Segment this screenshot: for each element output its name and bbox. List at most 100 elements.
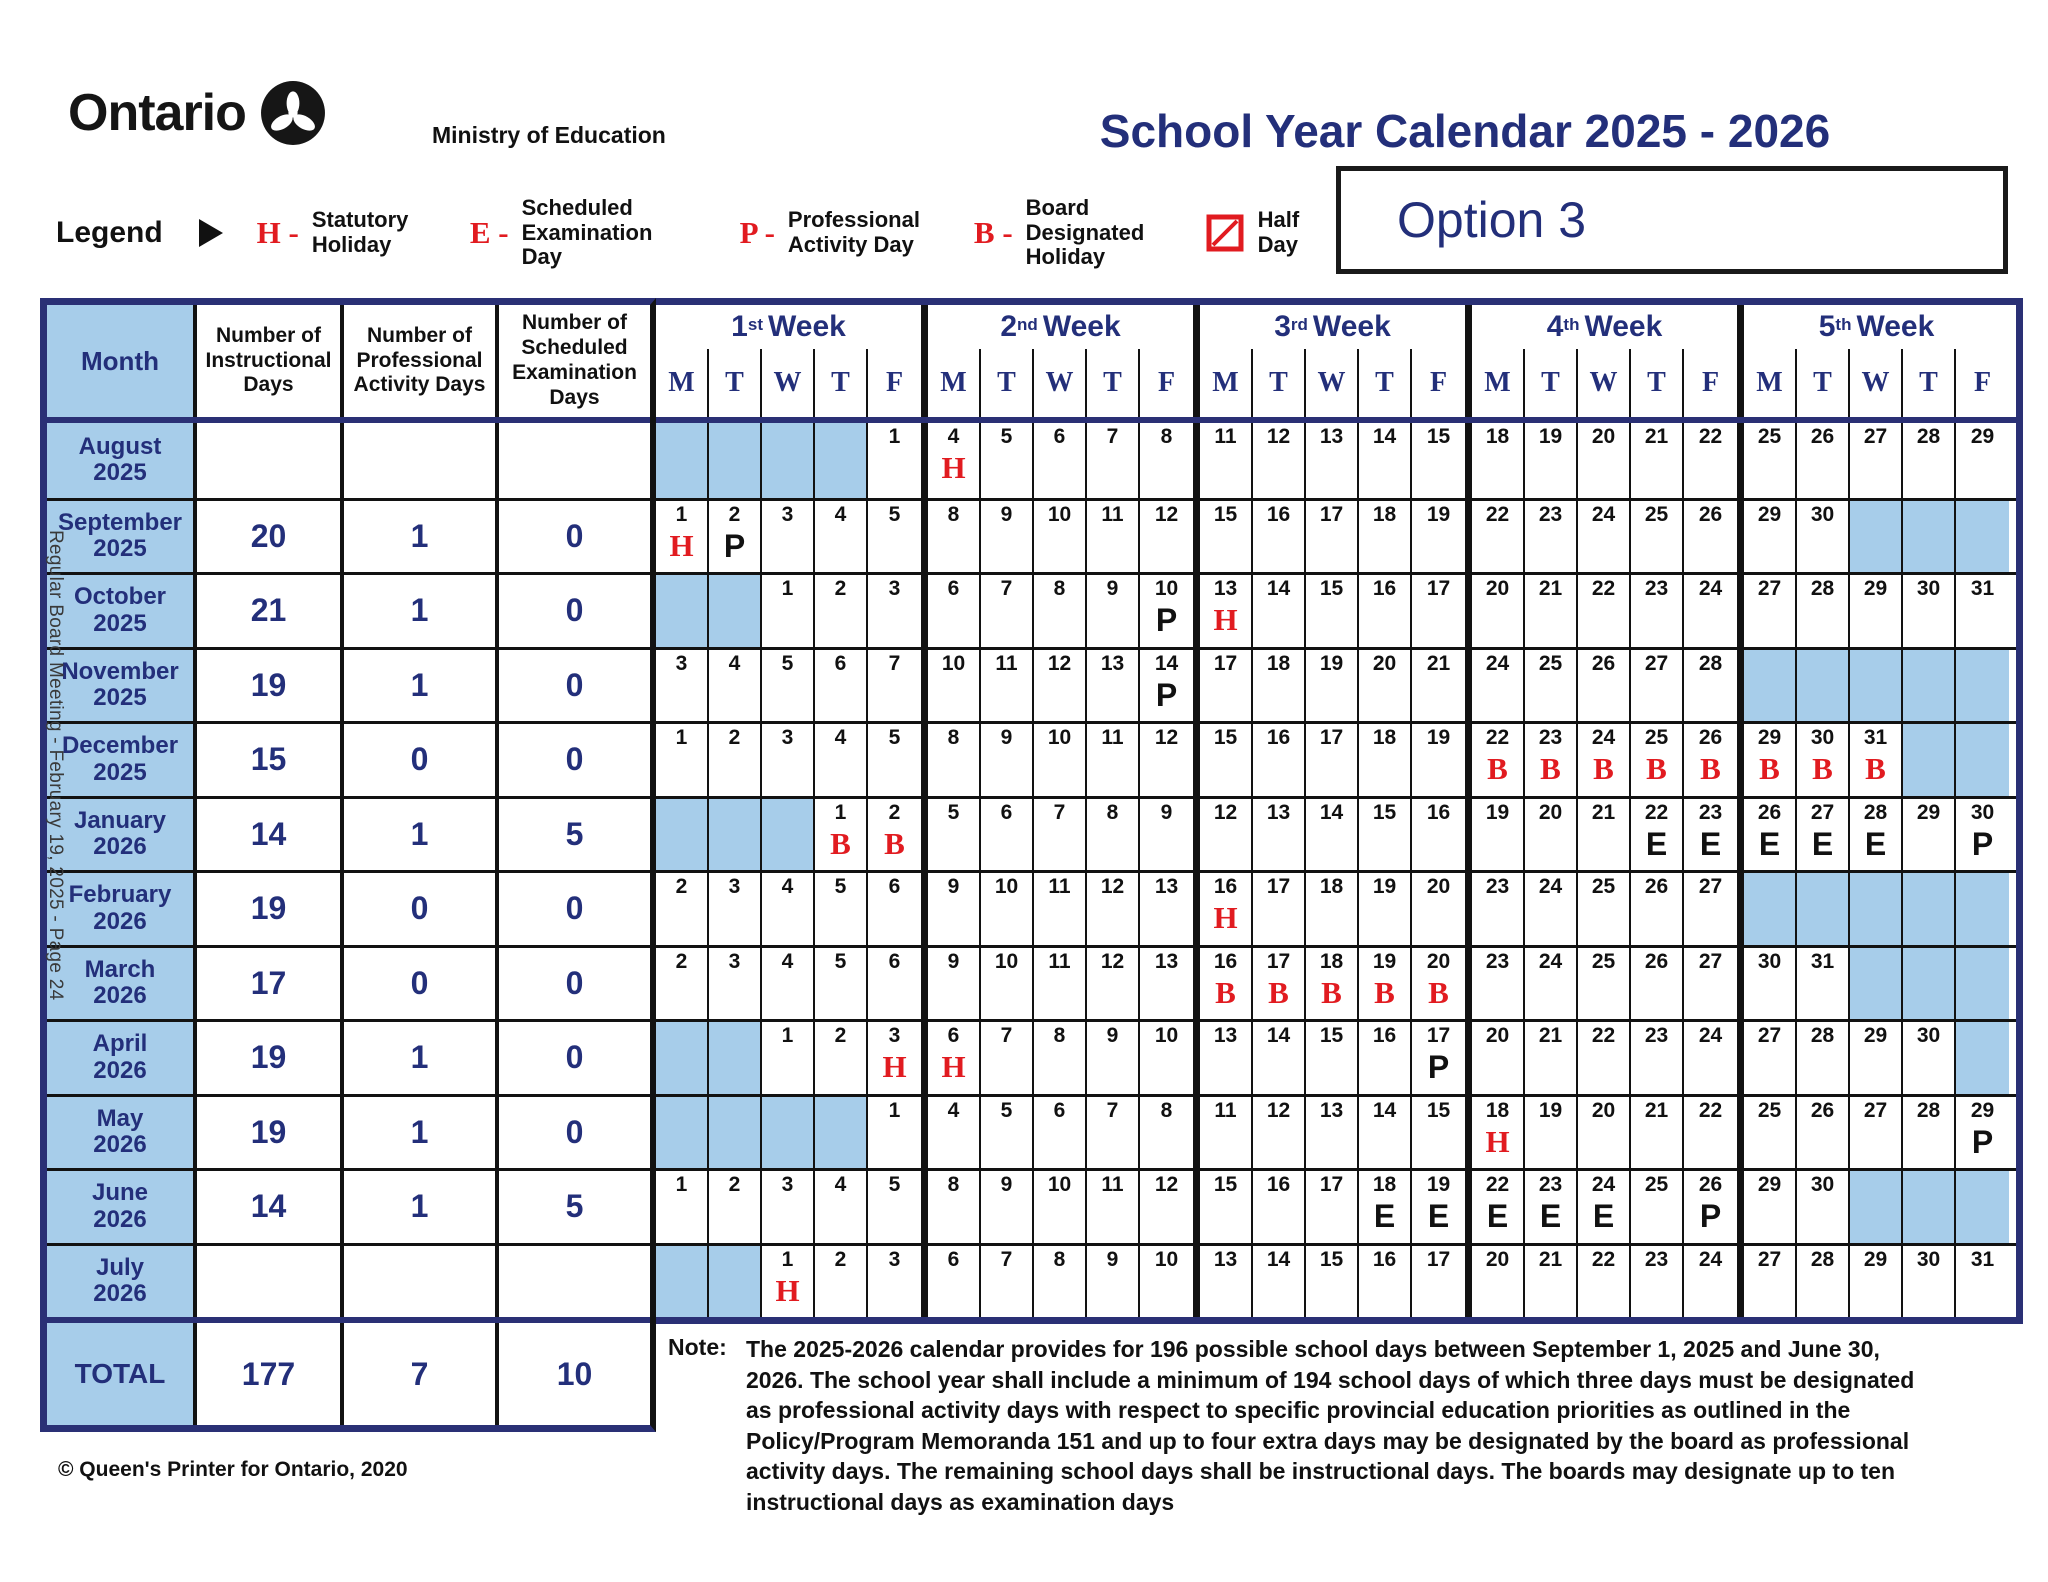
- day-cell: 14: [1359, 423, 1412, 498]
- day-number: 19: [1372, 875, 1397, 898]
- week-cells: 23 24 25 26 27: [1472, 873, 1744, 945]
- day-number: 5: [888, 726, 901, 749]
- note-label: Note:: [668, 1334, 727, 1360]
- day-number: 22: [1698, 1098, 1723, 1122]
- day-cell: 21: [1631, 423, 1684, 498]
- day-number: 18: [1485, 1098, 1510, 1122]
- weekday-letter: F: [1973, 367, 1992, 398]
- day-cell: 22: [1684, 423, 1737, 498]
- pa-days-value: 0: [344, 947, 499, 1019]
- pa-days-value: 1: [344, 1022, 499, 1094]
- day-mark-E: E: [1427, 1198, 1450, 1235]
- exam-days-value: 0: [565, 666, 584, 703]
- day-number: 26: [1591, 651, 1616, 675]
- day-number: 4: [947, 1098, 960, 1122]
- day-number: 19: [1538, 1098, 1563, 1122]
- day-cell: 7: [868, 649, 921, 721]
- day-number: 26: [1644, 875, 1669, 898]
- legend-symbol-H: H -: [256, 214, 299, 250]
- day-cell: 12: [1253, 423, 1306, 498]
- half-day-icon: [1206, 214, 1244, 252]
- total-pa-days: 7: [344, 1323, 499, 1425]
- week-cells: 9 10 11 12 13: [928, 947, 1200, 1019]
- day-number: 23: [1698, 800, 1723, 824]
- legend-text: Scheduled Examination Day: [521, 195, 653, 270]
- day-number: 21: [1644, 425, 1669, 448]
- week-cells: 29 30: [1744, 500, 2009, 572]
- week-cells: 20 21 22 23 24: [1472, 1245, 1744, 1317]
- day-cell: 2: [815, 575, 868, 647]
- day-cell: 11: [1087, 500, 1140, 572]
- day-cell: 8: [1034, 1022, 1087, 1094]
- day-number: 16: [1372, 1024, 1397, 1047]
- legend-item-board-holiday: B - Board Designated Holiday: [974, 195, 1160, 270]
- day-cell: 19: [1412, 500, 1465, 572]
- day-number: 28: [1916, 1098, 1941, 1122]
- weekday-letter: F: [1701, 367, 1720, 398]
- day-cell: [762, 423, 815, 498]
- pa-days-value: 1: [344, 798, 499, 870]
- weekday-letter: W: [762, 349, 815, 417]
- weekday-letter: M: [928, 349, 981, 417]
- day-number: 8: [1160, 1098, 1173, 1122]
- day-cell: 3: [762, 724, 815, 796]
- day-number: 22: [1591, 1247, 1616, 1271]
- day-number: 8: [1053, 1247, 1066, 1271]
- day-number: 31: [1970, 1247, 1995, 1271]
- day-mark-B: B: [1593, 751, 1614, 787]
- day-cell: 9: [1087, 1022, 1140, 1094]
- day-number: 29: [1863, 577, 1888, 600]
- day-number: 9: [1106, 1024, 1119, 1047]
- day-number: 26: [1698, 502, 1723, 526]
- week-cells: 6 7 8 9 10 P: [928, 575, 1200, 647]
- day-number: 7: [1106, 1098, 1119, 1122]
- day-mark-H: H: [882, 1049, 907, 1085]
- weekday-letter: T: [1903, 349, 1956, 417]
- legend-item-exam-day: E - Scheduled Examination Day: [470, 195, 694, 270]
- day-mark-B: B: [1374, 974, 1395, 1010]
- sidebar-meeting-reference: Regular Board Meeting - February 19, 202…: [45, 530, 66, 1001]
- month-row-weeks: 3 4 5 6 7 10 11 12 13 14 P 17 18 19 20 21 24 25 26 27 28: [656, 646, 2016, 721]
- week-cells: 13 H 14 15 16 17: [1200, 575, 1472, 647]
- day-cell: 17 B: [1253, 947, 1306, 1019]
- day-number: 25: [1591, 949, 1616, 973]
- month-row-left: February 2026 19 0 0: [47, 870, 650, 945]
- day-cell: 11: [1087, 1171, 1140, 1243]
- day-number: 23: [1485, 949, 1510, 973]
- day-cell: 6: [868, 873, 921, 945]
- ontario-trillium-icon: [260, 81, 325, 145]
- day-cell: 10: [1034, 1171, 1087, 1243]
- day-cell: 17: [1412, 575, 1465, 647]
- day-cell: 7: [1087, 423, 1140, 498]
- pa-days-value: [344, 423, 499, 498]
- day-cell: [815, 423, 868, 498]
- weekday-letter: T: [1253, 349, 1306, 417]
- day-cell: 20: [1525, 798, 1578, 870]
- day-cell: 4: [928, 1096, 981, 1168]
- day-cell: 19 E: [1412, 1171, 1465, 1243]
- day-cell: [1744, 873, 1797, 945]
- day-cell: 24: [1525, 873, 1578, 945]
- week-cells: 6 7 8 9 10: [928, 1245, 1200, 1317]
- day-cell: [709, 1245, 762, 1317]
- day-number: 13: [1154, 875, 1179, 898]
- day-number: 29: [1757, 502, 1782, 526]
- day-cell: 22: [1578, 1022, 1631, 1094]
- day-number: 3: [888, 1247, 901, 1271]
- day-cell: 15: [1412, 1096, 1465, 1168]
- day-cell: 15: [1306, 1245, 1359, 1317]
- month-row-weeks: 1 2 3 6 7 8 9 10 P 13 H 14 15 16 17 20 21 22 23 24 27 28 29 30 3…: [656, 572, 2016, 647]
- month-label: April 2026: [47, 1022, 197, 1094]
- day-cell: 6: [868, 947, 921, 1019]
- day-cell: 5: [868, 724, 921, 796]
- day-number: 25: [1644, 502, 1669, 526]
- day-cell: 18 E: [1359, 1171, 1412, 1243]
- day-cell: 5: [981, 1096, 1034, 1168]
- day-number: 6: [888, 875, 901, 898]
- day-cell: 19 B: [1359, 947, 1412, 1019]
- day-number: 19: [1426, 726, 1451, 749]
- day-number: 7: [1106, 425, 1119, 448]
- day-cell: 22: [1472, 500, 1525, 572]
